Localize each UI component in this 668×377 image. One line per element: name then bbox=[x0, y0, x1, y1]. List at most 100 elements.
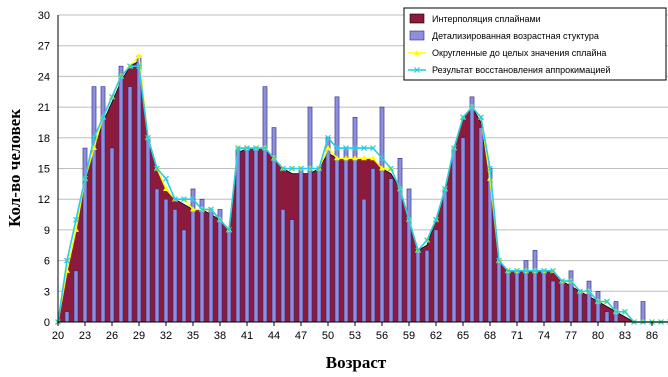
x-tick-label: 26 bbox=[106, 330, 118, 342]
age-bar bbox=[326, 138, 330, 322]
age-bar bbox=[551, 281, 555, 322]
age-bar bbox=[587, 281, 591, 322]
age-bar bbox=[425, 250, 429, 322]
x-tick-label: 86 bbox=[646, 330, 658, 342]
age-bar bbox=[209, 209, 213, 322]
age-bar bbox=[479, 128, 483, 322]
x-tick-label: 68 bbox=[484, 330, 496, 342]
y-tick-label: 12 bbox=[38, 194, 50, 206]
x-tick-label: 83 bbox=[619, 330, 631, 342]
age-bar bbox=[299, 169, 303, 323]
legend-label: Округленные до целых значения сплайна bbox=[432, 48, 606, 58]
age-bar bbox=[317, 169, 321, 323]
age-bar bbox=[74, 271, 78, 322]
legend: Интерполяция сплайнами Детализированная в… bbox=[404, 8, 666, 80]
age-bar bbox=[119, 66, 123, 322]
age-bar bbox=[155, 189, 159, 322]
age-bar bbox=[290, 220, 294, 322]
x-tick-label: 59 bbox=[403, 330, 415, 342]
age-bar bbox=[434, 230, 438, 322]
age-bar bbox=[407, 189, 411, 322]
y-axis-title: Кол-во человек bbox=[5, 109, 24, 227]
age-bar bbox=[335, 97, 339, 322]
x-tick-label: 41 bbox=[241, 330, 253, 342]
age-bar bbox=[263, 87, 267, 322]
x-tick-label: 77 bbox=[565, 330, 577, 342]
y-tick-label: 27 bbox=[38, 41, 50, 53]
age-bar bbox=[398, 158, 402, 322]
age-bar bbox=[380, 107, 384, 322]
x-tick-label: 23 bbox=[79, 330, 91, 342]
x-tick-label: 71 bbox=[511, 330, 523, 342]
legend-swatch-spline bbox=[410, 14, 424, 23]
age-bar bbox=[110, 148, 114, 322]
age-bar bbox=[173, 209, 177, 322]
y-tick-label: 6 bbox=[44, 256, 50, 268]
age-bar bbox=[164, 199, 168, 322]
legend-label: Детализированная возрастная стуктура bbox=[432, 31, 599, 41]
age-bar bbox=[596, 291, 600, 322]
age-bar bbox=[605, 312, 609, 322]
age-bar bbox=[65, 312, 69, 322]
age-bar bbox=[146, 138, 150, 322]
age-bar bbox=[389, 179, 393, 322]
legend-label: Результат восстановления аппрокимацией bbox=[432, 65, 610, 75]
x-tick-label: 47 bbox=[295, 330, 307, 342]
age-bar bbox=[461, 138, 465, 322]
age-bar bbox=[443, 189, 447, 322]
y-tick-label: 30 bbox=[38, 10, 50, 22]
age-bar bbox=[281, 209, 285, 322]
y-tick-label: 18 bbox=[38, 133, 50, 145]
x-tick-label: 32 bbox=[160, 330, 172, 342]
age-bar bbox=[470, 97, 474, 322]
age-bar bbox=[200, 199, 204, 322]
age-bar bbox=[182, 230, 186, 322]
age-bar bbox=[362, 199, 366, 322]
age-bar bbox=[560, 281, 564, 322]
x-axis-title: Возраст bbox=[326, 353, 387, 372]
y-tick-label: 9 bbox=[44, 225, 50, 237]
age-bar bbox=[542, 271, 546, 322]
age-bar bbox=[506, 271, 510, 322]
age-bar bbox=[128, 87, 132, 322]
x-tick-label: 53 bbox=[349, 330, 361, 342]
age-bar bbox=[641, 302, 645, 322]
age-bar bbox=[92, 87, 96, 322]
x-tick-label: 56 bbox=[376, 330, 388, 342]
x-tick-label: 80 bbox=[592, 330, 604, 342]
age-bar bbox=[578, 291, 582, 322]
x-tick-label: 74 bbox=[538, 330, 550, 342]
y-tick-label: 3 bbox=[44, 286, 50, 298]
x-tick-label: 20 bbox=[52, 330, 64, 342]
x-tick-label: 65 bbox=[457, 330, 469, 342]
y-tick-label: 15 bbox=[38, 164, 50, 176]
age-bar bbox=[515, 271, 519, 322]
age-bar bbox=[452, 148, 456, 322]
age-bar bbox=[371, 169, 375, 323]
age-bar bbox=[416, 250, 420, 322]
age-bar bbox=[245, 148, 249, 322]
x-tick-label: 35 bbox=[187, 330, 199, 342]
y-tick-label: 24 bbox=[38, 71, 50, 83]
legend-label: Интерполяция сплайнами bbox=[432, 14, 541, 24]
x-tick-label: 38 bbox=[214, 330, 226, 342]
age-bar bbox=[218, 209, 222, 322]
x-tick-label: 62 bbox=[430, 330, 442, 342]
age-bar bbox=[308, 107, 312, 322]
x-tick-labels: 20 23 26 29 32 35 38 41 44 47 50 53 56 59 62 65 68 71 74 77… bbox=[52, 322, 668, 342]
x-tick-label: 50 bbox=[322, 330, 334, 342]
age-bar bbox=[344, 148, 348, 322]
age-bar bbox=[254, 148, 258, 322]
x-tick-label: 29 bbox=[133, 330, 145, 342]
age-bar bbox=[236, 148, 240, 322]
x-tick-label: 44 bbox=[268, 330, 280, 342]
y-tick-labels: 0 3 6 9 12 15 18 21 24 27 30 bbox=[38, 10, 50, 329]
age-bar bbox=[497, 261, 501, 322]
y-tick-label: 21 bbox=[38, 102, 50, 114]
age-bar bbox=[533, 250, 537, 322]
y-tick-label: 0 bbox=[44, 317, 50, 329]
age-bar bbox=[227, 230, 231, 322]
age-bar bbox=[137, 56, 141, 322]
